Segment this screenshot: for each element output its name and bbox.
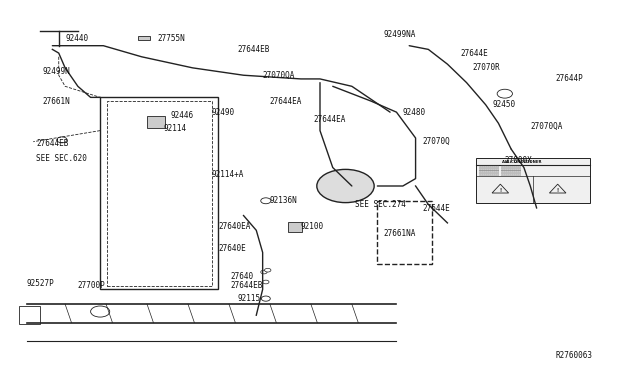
Text: 27640: 27640 xyxy=(231,272,254,281)
Bar xyxy=(476,158,589,203)
Text: 27661N: 27661N xyxy=(43,97,70,106)
Text: !: ! xyxy=(557,187,559,193)
Text: 27070R: 27070R xyxy=(473,63,500,72)
Text: 92490: 92490 xyxy=(212,108,235,117)
Text: XXXXXXXXXX  XXXXXXXXXX: XXXXXXXXXX XXXXXXXXXX xyxy=(479,170,521,174)
Text: 27640E: 27640E xyxy=(218,244,246,253)
Text: 92499N: 92499N xyxy=(43,67,70,76)
Text: 92446: 92446 xyxy=(170,111,193,121)
Circle shape xyxy=(261,296,270,301)
Bar xyxy=(288,222,302,232)
Text: 92114+A: 92114+A xyxy=(212,170,244,179)
Circle shape xyxy=(57,137,67,143)
Text: XXXXXXXXXX  XXXXXXXXXX: XXXXXXXXXX XXXXXXXXXX xyxy=(479,165,521,169)
Bar xyxy=(138,36,150,40)
Text: 27070QA: 27070QA xyxy=(262,71,295,80)
Bar xyxy=(106,101,212,286)
Bar xyxy=(147,116,164,128)
Text: 27644EB: 27644EB xyxy=(237,45,269,54)
Text: 27644EB: 27644EB xyxy=(231,281,263,290)
Text: 92100: 92100 xyxy=(301,222,324,231)
Text: !: ! xyxy=(499,187,502,193)
Text: 27640EA: 27640EA xyxy=(218,222,250,231)
Text: 92480: 92480 xyxy=(403,108,426,117)
Text: 27700P: 27700P xyxy=(78,281,106,290)
Text: 27755N: 27755N xyxy=(157,34,185,43)
Circle shape xyxy=(260,270,267,274)
Text: AIR CONDITIONER: AIR CONDITIONER xyxy=(502,160,541,164)
Text: 27070QA: 27070QA xyxy=(531,122,563,131)
Text: XXXXXXXXXX  XXXXXXXXXX: XXXXXXXXXX XXXXXXXXXX xyxy=(479,168,521,172)
Text: 92114: 92114 xyxy=(164,124,187,133)
Circle shape xyxy=(497,89,513,98)
Text: 92440: 92440 xyxy=(65,34,88,43)
Text: 27644E: 27644E xyxy=(422,203,450,213)
Text: XXXXXXXXXX  XXXXXXXXXX: XXXXXXXXXX XXXXXXXXXX xyxy=(479,173,521,177)
Text: 27644EB: 27644EB xyxy=(36,139,69,148)
Text: 27644EA: 27644EA xyxy=(269,97,301,106)
Bar xyxy=(378,201,431,263)
Text: 27661NA: 27661NA xyxy=(384,230,416,238)
Text: SEE SEC.274: SEE SEC.274 xyxy=(355,200,406,209)
Text: 92136N: 92136N xyxy=(269,196,297,205)
Bar xyxy=(100,97,218,289)
Circle shape xyxy=(262,280,269,284)
Text: 92450: 92450 xyxy=(492,100,515,109)
Circle shape xyxy=(264,268,271,272)
Text: 92499NA: 92499NA xyxy=(384,30,416,39)
Text: 27000X: 27000X xyxy=(505,155,532,165)
Circle shape xyxy=(317,169,374,203)
Text: 27070Q: 27070Q xyxy=(422,137,450,146)
Circle shape xyxy=(260,198,271,204)
Text: 92115: 92115 xyxy=(237,294,260,303)
Text: 27644EA: 27644EA xyxy=(314,115,346,124)
Bar xyxy=(19,306,40,324)
Text: R2760063: R2760063 xyxy=(556,351,593,360)
Text: 92527P: 92527P xyxy=(27,279,54,288)
Text: 27644E: 27644E xyxy=(460,49,488,58)
Text: SEE SEC.620: SEE SEC.620 xyxy=(36,154,87,163)
Text: 27644P: 27644P xyxy=(556,74,584,83)
